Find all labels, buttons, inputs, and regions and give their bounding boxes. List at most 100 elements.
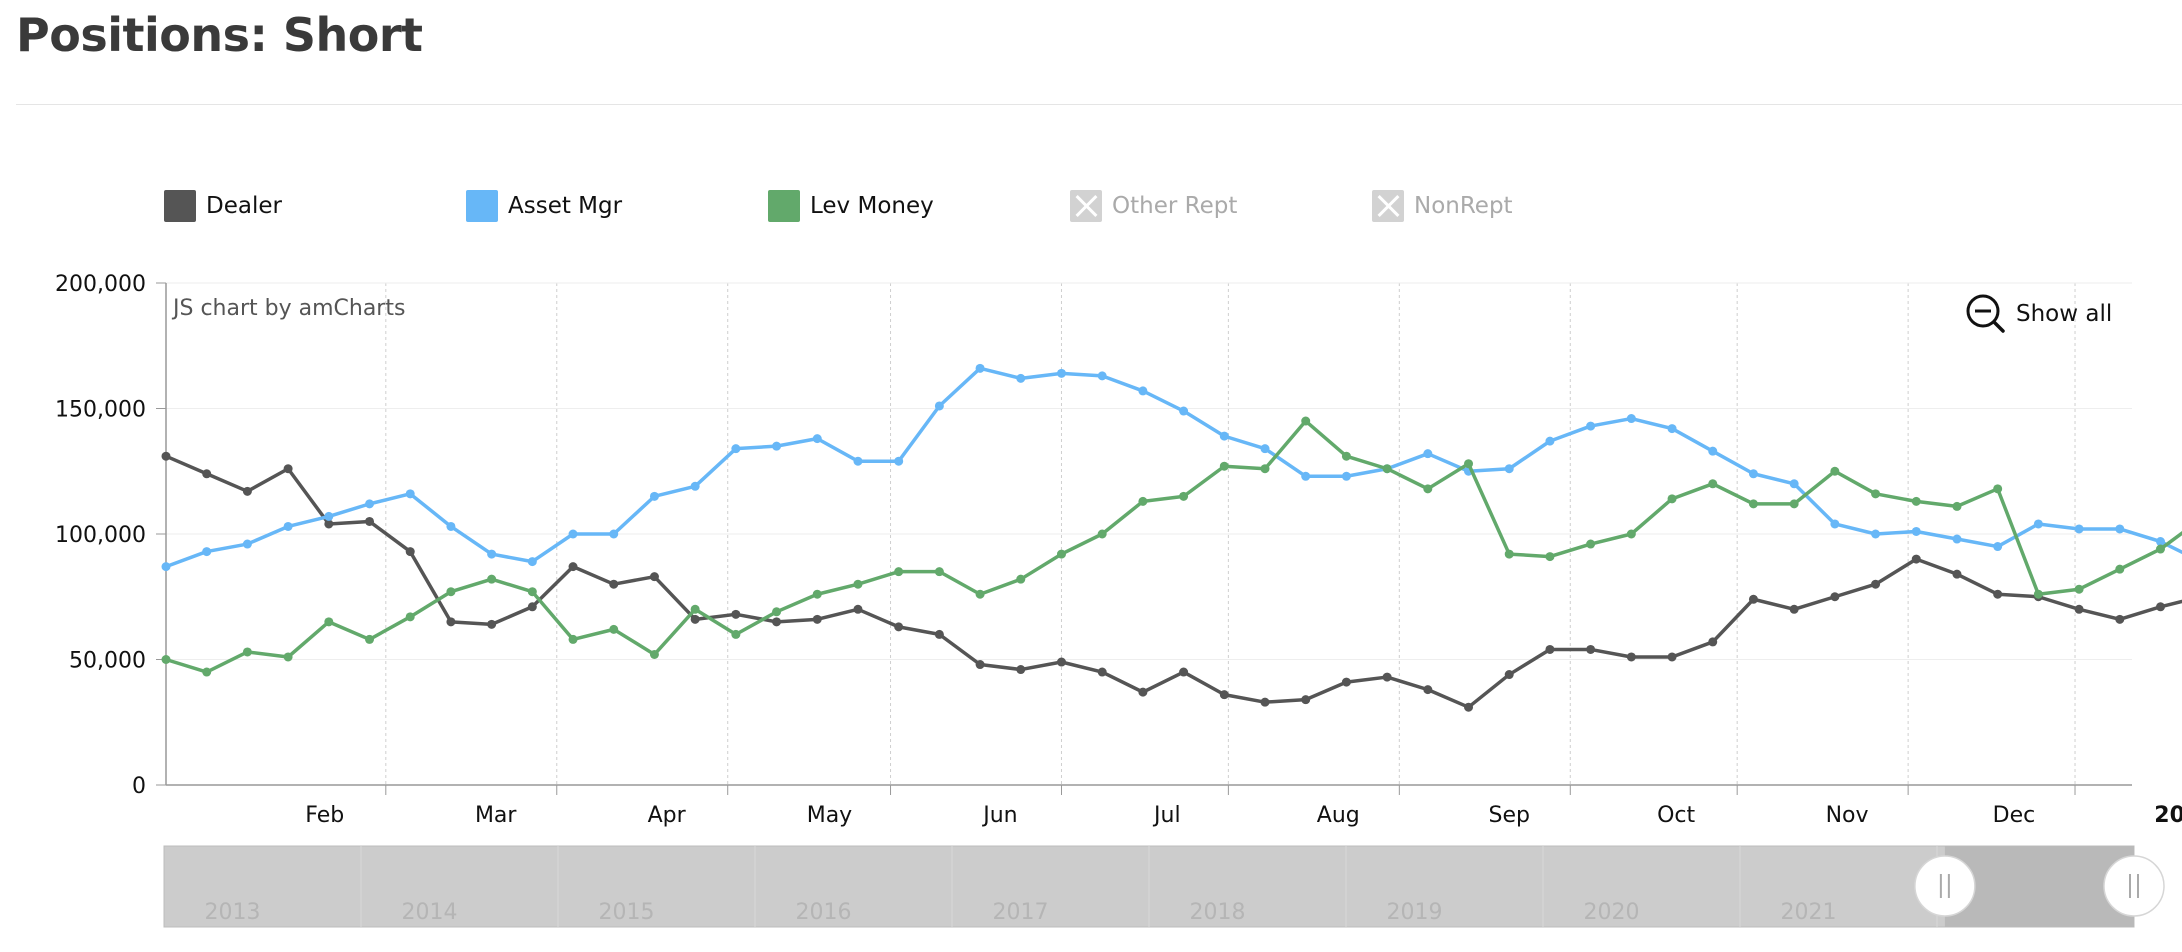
data-point-dealer <box>1016 665 1026 675</box>
data-point-lev-money <box>1830 466 1840 476</box>
scrollbar-handle-left[interactable] <box>1914 855 1976 917</box>
data-point-asset-mgr <box>731 444 741 454</box>
show-all-label: Show all <box>2016 301 2113 327</box>
data-point-lev-money <box>1179 491 1189 501</box>
data-point-lev-money <box>1545 552 1555 562</box>
disabled-x-icon <box>1372 190 1404 222</box>
data-point-asset-mgr <box>649 491 659 501</box>
data-point-asset-mgr <box>161 562 171 572</box>
legend-item-nonrept[interactable]: NonRept <box>1372 186 1513 226</box>
series-line-asset-mgr <box>165 366 2182 569</box>
data-point-asset-mgr <box>2033 519 2043 529</box>
data-point-asset-mgr <box>1789 479 1799 489</box>
data-point-dealer <box>2155 602 2165 612</box>
data-point-dealer <box>812 614 822 624</box>
data-point-lev-money <box>1952 501 1962 511</box>
data-point-dealer <box>609 579 619 589</box>
x-tick-label: 2023 <box>2154 803 2182 828</box>
data-point-lev-money <box>812 589 822 599</box>
data-point-asset-mgr <box>1219 431 1229 441</box>
data-point-lev-money <box>731 629 741 639</box>
data-point-dealer <box>2074 604 2084 614</box>
data-point-lev-money <box>975 589 985 599</box>
scrollbar-handle-right[interactable] <box>2103 855 2165 917</box>
x-tick-label: Jul <box>1152 803 1181 828</box>
data-point-lev-money <box>1423 484 1433 494</box>
disabled-x-icon <box>1070 190 1102 222</box>
legend-label-nonrept: NonRept <box>1414 193 1513 219</box>
data-point-asset-mgr <box>812 434 822 444</box>
data-point-asset-mgr <box>568 529 578 539</box>
data-point-asset-mgr <box>1708 446 1718 456</box>
data-point-dealer <box>1586 644 1596 654</box>
data-point-asset-mgr <box>934 401 944 411</box>
data-point-lev-money <box>1382 464 1392 474</box>
scrollbar-selection[interactable] <box>1944 846 2134 927</box>
data-point-dealer <box>1464 702 1474 712</box>
data-point-asset-mgr <box>609 529 619 539</box>
legend-item-asset-mgr[interactable]: Asset Mgr <box>466 186 622 226</box>
data-point-asset-mgr <box>1586 421 1596 431</box>
data-point-lev-money <box>2155 544 2165 554</box>
legend-label-asset-mgr: Asset Mgr <box>508 193 623 219</box>
data-point-dealer <box>975 660 985 670</box>
data-point-dealer <box>731 609 741 619</box>
data-point-lev-money <box>1138 496 1148 506</box>
data-point-asset-mgr <box>1097 371 1107 381</box>
data-point-asset-mgr <box>2115 524 2125 534</box>
chart-credit[interactable]: JS chart by amCharts <box>173 296 406 321</box>
scrollbar-year-label: 2013 <box>205 900 261 925</box>
x-tick-label: Jun <box>981 803 1017 828</box>
data-point-asset-mgr <box>1179 406 1189 416</box>
data-point-asset-mgr <box>1341 471 1351 481</box>
data-point-asset-mgr <box>1504 464 1514 474</box>
legend-item-other-rept[interactable]: Other Rept <box>1070 186 1237 226</box>
data-point-dealer <box>894 622 904 632</box>
data-point-dealer <box>1626 652 1636 662</box>
scrollbar-year-label: 2017 <box>993 900 1049 925</box>
scrollbar-year-label: 2016 <box>796 900 852 925</box>
y-tick-label: 150,000 <box>55 398 146 423</box>
data-point-dealer <box>487 619 497 629</box>
legend-item-lev-money[interactable]: Lev Money <box>768 186 934 226</box>
data-point-lev-money <box>446 587 456 597</box>
series-line-lev-money <box>165 419 2182 674</box>
data-point-dealer <box>649 572 659 582</box>
data-point-dealer <box>1748 594 1758 604</box>
data-point-lev-money <box>772 607 782 617</box>
data-point-dealer <box>1911 554 1921 564</box>
data-point-dealer <box>1708 637 1718 647</box>
data-point-dealer <box>1301 695 1311 705</box>
data-point-dealer <box>527 602 537 612</box>
data-point-lev-money <box>1260 464 1270 474</box>
show-all-button[interactable]: Show all <box>1966 294 2112 334</box>
title-divider <box>16 104 2182 105</box>
data-point-dealer <box>1667 652 1677 662</box>
data-point-dealer <box>934 629 944 639</box>
data-point-asset-mgr <box>1830 519 1840 529</box>
data-point-dealer <box>283 464 293 474</box>
data-point-dealer <box>365 516 375 526</box>
data-point-lev-money <box>2033 589 2043 599</box>
data-point-lev-money <box>609 624 619 634</box>
x-tick-label: May <box>807 803 852 828</box>
data-point-lev-money <box>1341 451 1351 461</box>
x-tick-label: Apr <box>648 803 687 828</box>
series-line-dealer <box>165 454 2182 709</box>
scrollbar-year-label: 2019 <box>1387 900 1443 925</box>
data-point-dealer <box>405 547 415 557</box>
data-point-dealer <box>324 519 334 529</box>
data-point-lev-money <box>242 647 252 657</box>
data-point-lev-money <box>405 612 415 622</box>
data-point-asset-mgr <box>1545 436 1555 446</box>
data-point-dealer <box>772 617 782 627</box>
legend-swatch-dealer <box>164 190 196 222</box>
data-point-asset-mgr <box>975 363 985 373</box>
legend-item-dealer[interactable]: Dealer <box>164 186 282 226</box>
data-point-dealer <box>242 486 252 496</box>
data-point-asset-mgr <box>365 499 375 509</box>
data-point-lev-money <box>2074 584 2084 594</box>
data-point-asset-mgr <box>202 547 212 557</box>
data-point-asset-mgr <box>283 521 293 531</box>
x-tick-label: Sep <box>1488 803 1529 828</box>
